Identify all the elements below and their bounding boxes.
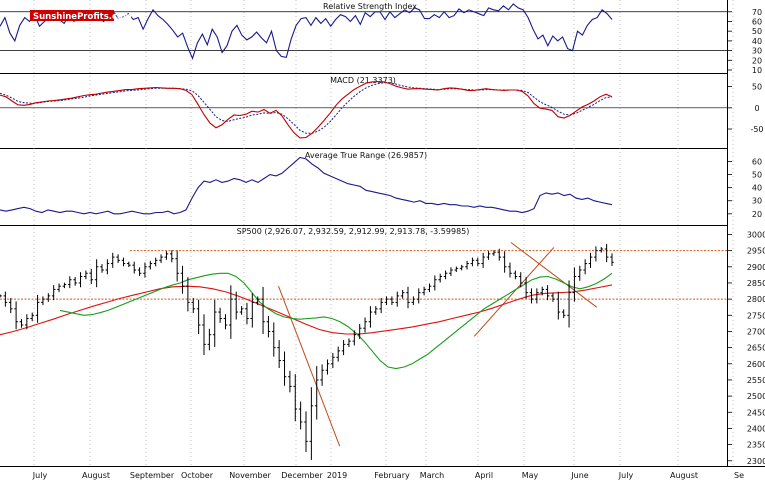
- rsi-levels: [0, 11, 728, 51]
- y-tick-label: 20: [752, 210, 762, 219]
- brand-logo: SunshineProfits.com: [30, 10, 132, 22]
- y-tick-label: 30: [752, 197, 762, 206]
- price-bars: [0, 243, 614, 460]
- x-tick-label: March: [420, 471, 444, 480]
- y-tick-label: 0: [754, 104, 759, 113]
- y-tick-label: 60: [752, 157, 762, 166]
- y-tick-label: 2700: [747, 327, 765, 336]
- y-tick-label: 2550: [747, 376, 765, 385]
- macd-y-axis: -50 0 50: [728, 83, 764, 134]
- x-tick-label: August: [82, 471, 110, 480]
- x-tick-label: July: [32, 471, 48, 480]
- rsi-title: Relative Strength Index: [323, 2, 417, 11]
- y-tick-label: 70: [752, 8, 762, 17]
- atr-y-axis: 20 30 40 50 60: [728, 157, 762, 219]
- trendlines: [278, 242, 598, 447]
- svg-text:SunshineProfits.com: SunshineProfits.com: [33, 12, 132, 22]
- macd-line: [0, 80, 613, 139]
- x-tick-label: June: [570, 471, 589, 480]
- macd-panel: MACD (21.3373) -50 0 50: [0, 76, 764, 139]
- x-tick-label: May: [522, 471, 539, 480]
- x-tick-label: October: [181, 471, 214, 480]
- x-tick-label: April: [475, 471, 493, 480]
- trendline: [510, 242, 598, 308]
- y-tick-label: 2600: [747, 360, 765, 369]
- trendline: [278, 286, 341, 447]
- x-tick-label: 2019: [327, 471, 347, 480]
- y-tick-label: 2500: [747, 392, 765, 401]
- x-axis-months: July August September October November Decemb…: [32, 471, 744, 480]
- y-tick-label: 3000: [747, 230, 765, 239]
- y-tick-label: 50: [752, 27, 762, 36]
- month-gridlines: [33, 0, 734, 466]
- y-tick-label: 2950: [747, 247, 765, 256]
- y-tick-label: 2300: [747, 457, 765, 466]
- price-panel: SP500 (2,926.07, 2,932.59, 2,912.99, 2,9…: [0, 227, 765, 466]
- x-tick-label: August: [670, 471, 698, 480]
- y-tick-label: -50: [750, 125, 763, 134]
- atr-line: [0, 156, 613, 215]
- y-tick-label: 20: [752, 56, 762, 65]
- x-tick-label: December: [281, 471, 323, 480]
- panel-frames: [0, 0, 765, 467]
- y-tick-label: 40: [752, 184, 762, 193]
- atr-panel: Average True Range (26.9857) 20 30 40 50 60: [0, 151, 762, 219]
- x-tick-label: February: [374, 471, 410, 480]
- y-tick-label: 60: [752, 17, 762, 26]
- brand-part2: Profits: [77, 12, 109, 22]
- price-y-axis: 2300 2350 2400 2450 2500 2550 2600 2650 2700 2750…: [728, 230, 765, 466]
- y-tick-label: 2850: [747, 279, 765, 288]
- moving-average-short: [59, 272, 613, 370]
- y-tick-label: 40: [752, 37, 762, 46]
- y-tick-label: 2800: [747, 295, 765, 304]
- price-title: SP500 (2,926.07, 2,932.59, 2,912.99, 2,9…: [237, 227, 470, 236]
- macd-title: MACD (21.3373): [330, 76, 396, 85]
- y-tick-label: 2350: [747, 441, 765, 450]
- y-tick-label: 50: [752, 171, 762, 180]
- y-tick-label: 2450: [747, 408, 765, 417]
- price-horizontal-levels: [0, 250, 728, 300]
- x-tick-label: November: [229, 471, 271, 480]
- y-tick-label: 30: [752, 47, 762, 56]
- y-tick-label: 2900: [747, 263, 765, 272]
- y-tick-label: 50: [752, 83, 762, 92]
- y-tick-label: 2750: [747, 311, 765, 320]
- moving-average-long: [0, 284, 613, 336]
- brand-suffix: .com: [109, 12, 132, 22]
- y-tick-label: 2400: [747, 424, 765, 433]
- y-tick-label: 10: [752, 66, 762, 75]
- y-tick-label: 2650: [747, 344, 765, 353]
- trendline: [473, 247, 555, 337]
- x-tick-label: September: [130, 471, 175, 480]
- atr-title: Average True Range (26.9857): [305, 151, 427, 160]
- x-tick-label: Se: [734, 471, 744, 480]
- x-tick-label: July: [618, 471, 634, 480]
- brand-part1: Sunshine: [33, 12, 77, 22]
